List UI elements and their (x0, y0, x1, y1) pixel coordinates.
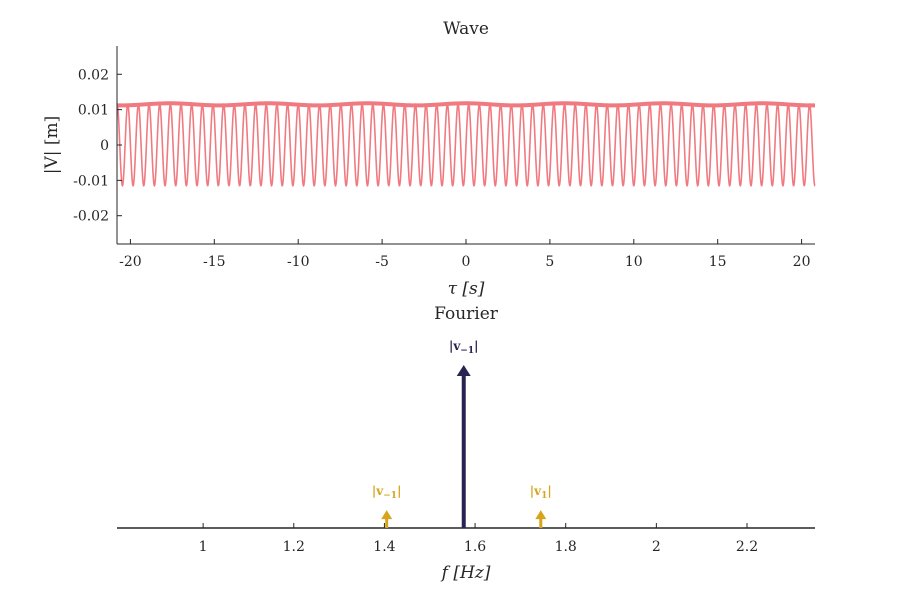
wave-y-label: |V| [m] (42, 116, 62, 175)
fourier-x-tick-label: 1.4 (373, 539, 395, 555)
fourier-x-tick-label: 1 (199, 539, 208, 555)
fourier-x-tick-label: 1.8 (555, 539, 577, 555)
fourier-x-ticks: 1 1.2 1.4 1.6 1.8 2 2.2 (199, 523, 758, 555)
wave-plot: Wave -20 -15 -10 -5 0 5 10 15 20 -0.02 -0.01 0 0.01… (42, 19, 816, 299)
fourier-plot: Fourier |v−1| |v−1| |v1| 1 1.2 1.4 1.6 1.8 2 2.2… (117, 304, 815, 583)
spectral-arrowhead (381, 510, 393, 520)
wave-x-tick-label: 15 (709, 254, 727, 270)
wave-x-label: τ [s] (448, 279, 485, 299)
wave-x-tick-label: -10 (287, 254, 310, 270)
wave-lines (116, 101, 816, 188)
fourier-x-label: f [Hz] (440, 563, 491, 583)
fourier-spectral-line: |v1| (530, 484, 552, 528)
fourier-x-tick-label: 2.2 (736, 539, 758, 555)
wave-envelope-line (116, 101, 816, 108)
fourier-x-tick-label: 2 (652, 539, 661, 555)
wave-x-tick-label: -15 (203, 254, 226, 270)
spectral-label: |v−1| (372, 484, 402, 501)
wave-y-tick-label: 0 (100, 138, 109, 154)
fourier-x-tick-label: 1.6 (464, 539, 486, 555)
spectral-arrowhead (456, 365, 471, 376)
wave-y-ticks: -0.02 -0.01 0 0.01 0.02 (73, 67, 122, 225)
spectral-arrowhead (535, 510, 547, 520)
fourier-spectral-lines: |v−1| |v−1| |v1| (372, 339, 552, 528)
spectral-label: |v−1| (449, 339, 479, 356)
fourier-spectral-line: |v−1| (449, 339, 479, 528)
wave-x-tick-label: 0 (462, 254, 471, 270)
wave-x-tick-label: 5 (545, 254, 554, 270)
wave-x-ticks: -20 -15 -10 -5 0 5 10 15 20 (119, 239, 810, 270)
wave-y-tick-label: -0.02 (73, 209, 109, 225)
wave-y-tick-label: 0.02 (78, 67, 109, 83)
wave-y-tick-label: 0.01 (78, 103, 109, 119)
wave-y-tick-label: -0.01 (73, 173, 109, 189)
wave-oscillation-line (116, 102, 816, 188)
fourier-title: Fourier (434, 304, 499, 324)
wave-x-tick-label: 10 (625, 254, 643, 270)
spectral-label: |v1| (530, 484, 552, 501)
fourier-spectral-line: |v−1| (372, 484, 402, 528)
wave-x-tick-label: 20 (793, 254, 811, 270)
wave-title: Wave (443, 19, 489, 39)
fourier-x-tick-label: 1.2 (283, 539, 305, 555)
wave-x-tick-label: -20 (119, 254, 142, 270)
wave-x-tick-label: -5 (375, 254, 389, 270)
